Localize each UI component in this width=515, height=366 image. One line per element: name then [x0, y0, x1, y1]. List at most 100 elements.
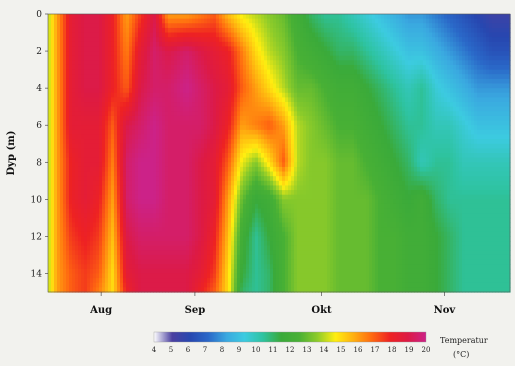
heatmap-cell — [198, 213, 202, 219]
heatmap-cell — [195, 259, 199, 265]
heatmap-cell — [288, 254, 292, 261]
heatmap-cell — [249, 153, 253, 159]
heatmap-cell — [267, 27, 271, 34]
heatmap-cell — [195, 143, 199, 149]
heatmap-cell — [267, 125, 271, 131]
heatmap-cell — [90, 259, 94, 265]
heatmap-cell — [291, 14, 295, 20]
heatmap-cell — [126, 115, 130, 122]
heatmap-cell — [189, 162, 193, 168]
heatmap-cell — [234, 60, 238, 66]
heatmap-cell — [102, 176, 106, 182]
heatmap-cell — [180, 180, 184, 187]
heatmap-cell — [141, 250, 145, 256]
heatmap-cell — [81, 278, 85, 284]
heatmap-cell — [135, 120, 139, 126]
heatmap-cell — [159, 273, 163, 279]
heatmap-cell — [60, 97, 64, 103]
heatmap-cell — [174, 264, 178, 270]
heatmap-cell — [246, 166, 250, 173]
heatmap-cell — [54, 241, 58, 247]
heatmap-cell — [144, 278, 148, 284]
heatmap-cell — [270, 60, 274, 66]
heatmap-cell — [222, 125, 226, 131]
heatmap-cell — [153, 236, 157, 242]
heatmap-cell — [168, 287, 172, 293]
heatmap-cell — [273, 180, 277, 187]
heatmap-cell — [249, 102, 253, 108]
heatmap-cell — [90, 162, 94, 168]
heatmap-cell — [261, 245, 265, 251]
heatmap-cell — [168, 278, 172, 284]
heatmap-cell — [195, 254, 199, 261]
heatmap-cell — [66, 254, 70, 261]
heatmap-cell — [141, 254, 145, 261]
heatmap-cell — [138, 278, 142, 284]
heatmap-cell — [138, 46, 142, 52]
heatmap-cell — [63, 250, 67, 256]
heatmap-cell — [270, 78, 274, 85]
heatmap-cell — [246, 120, 250, 126]
heatmap-cell — [108, 264, 112, 270]
heatmap-cell — [261, 14, 265, 20]
heatmap-cell — [210, 171, 214, 177]
heatmap-cell — [279, 268, 283, 275]
heatmap-cell — [192, 23, 196, 29]
heatmap-cell — [69, 18, 73, 24]
heatmap-cell — [87, 213, 91, 219]
heatmap-cell — [96, 83, 100, 89]
heatmap-cell — [177, 115, 181, 122]
heatmap-cell — [156, 254, 160, 261]
heatmap-cell — [144, 259, 148, 265]
heatmap-cell — [81, 171, 85, 177]
heatmap-cell — [189, 139, 193, 145]
heatmap-cell — [246, 148, 250, 154]
heatmap-cell — [150, 185, 154, 191]
heatmap-cell — [162, 102, 166, 108]
heatmap-cell — [96, 111, 100, 117]
heatmap-cell — [297, 41, 301, 48]
heatmap-cell — [267, 190, 271, 196]
heatmap-cell — [189, 217, 193, 224]
heatmap-cell — [66, 231, 70, 237]
heatmap-cell — [243, 78, 247, 85]
heatmap-cell — [258, 199, 262, 205]
heatmap-cell — [81, 120, 85, 126]
heatmap-cell — [81, 157, 85, 163]
heatmap-cell — [237, 287, 241, 293]
heatmap-cell — [150, 120, 154, 126]
heatmap-cell — [75, 64, 79, 71]
heatmap-cell — [243, 37, 247, 43]
heatmap-cell — [135, 51, 139, 57]
heatmap-cell — [69, 64, 73, 71]
heatmap-cell — [198, 176, 202, 182]
heatmap-cell — [111, 171, 115, 177]
heatmap-cell — [99, 185, 103, 191]
heatmap-cell — [99, 259, 103, 265]
heatmap-cell — [120, 171, 124, 177]
heatmap-cell — [207, 217, 211, 224]
heatmap-cell — [90, 148, 94, 154]
heatmap-cell — [204, 88, 208, 94]
heatmap-cell — [216, 74, 220, 80]
heatmap-cell — [243, 176, 247, 182]
heatmap-cell — [135, 46, 139, 52]
heatmap-cell — [162, 171, 166, 177]
heatmap-cell — [210, 254, 214, 261]
heatmap-cell — [147, 166, 151, 173]
heatmap-cell — [150, 129, 154, 136]
heatmap-cell — [162, 69, 166, 75]
heatmap-cell — [54, 129, 58, 136]
heatmap-cell — [258, 250, 262, 256]
heatmap-cell — [225, 264, 229, 270]
heatmap-cell — [57, 166, 61, 173]
heatmap-cell — [147, 282, 151, 288]
heatmap-cell — [192, 217, 196, 224]
heatmap-cell — [261, 185, 265, 191]
heatmap-cell — [288, 64, 292, 71]
heatmap-cell — [285, 282, 289, 288]
heatmap-cell — [168, 14, 172, 20]
heatmap-cell — [294, 88, 298, 94]
heatmap-cell — [57, 254, 61, 261]
heatmap-cell — [276, 208, 280, 214]
